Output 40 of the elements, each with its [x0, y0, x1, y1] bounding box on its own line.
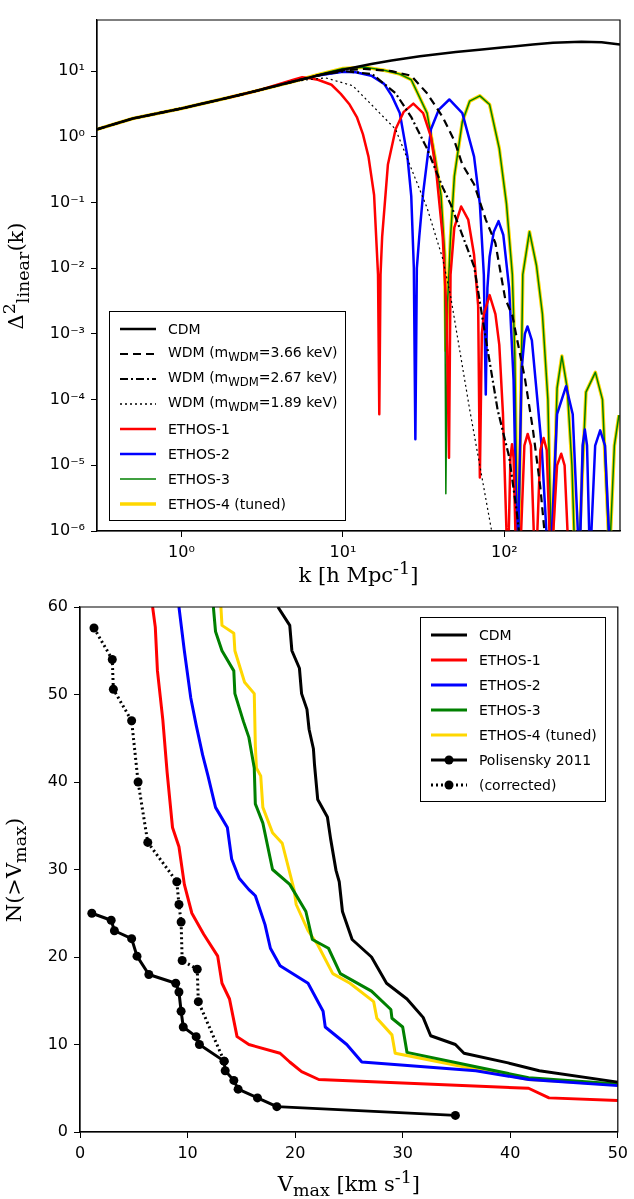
y-tick-label: 50 — [47, 683, 68, 703]
legend-label: CDM — [478, 626, 512, 643]
legend-label: (corrected) — [478, 776, 557, 793]
legend-label: Polisensky 2011 — [478, 751, 592, 768]
y-tick-label: 20 — [47, 946, 68, 966]
y-tick-label: 10 — [47, 1033, 68, 1053]
y-tick-label: 10⁻⁴ — [49, 388, 85, 408]
y-tick-label: 10¹ — [58, 60, 85, 80]
legend-label: WDM (m$_{WDM}$=1.89 keV) — [168, 393, 338, 414]
y-tick-label: 10⁰ — [58, 125, 85, 145]
legend-label: ETHOS-3 — [478, 701, 541, 718]
y-tick-label: 10⁻⁵ — [49, 454, 85, 474]
legend-label: WDM (m$_{WDM}$=3.66 keV) — [168, 343, 338, 364]
y-tick-label: 10⁻³ — [49, 323, 85, 343]
legend-label: ETHOS-3 — [168, 470, 230, 487]
x-tick-label: 50 — [607, 1142, 628, 1162]
x-tick-label: 20 — [284, 1142, 306, 1162]
x-tick-label: 10 — [177, 1142, 198, 1162]
x-tick-label: 10² — [490, 541, 518, 561]
y-tick-label: 0 — [57, 1121, 68, 1141]
x-axis-title: k [h Mpc$^{-1}$] — [298, 558, 419, 587]
legend-label: ETHOS-1 — [478, 651, 541, 668]
x-axis-title: V$_{max}$ [km s$^{-1}$] — [277, 1167, 421, 1199]
x-tick-label: 10⁰ — [168, 541, 195, 561]
legend-label: ETHOS-2 — [168, 445, 230, 462]
legend-label: ETHOS-4 (tuned) — [168, 495, 286, 512]
legend-label: CDM — [168, 320, 201, 337]
y-tick-label: 10⁻² — [49, 257, 85, 277]
y-tick-label: 40 — [47, 771, 68, 791]
x-tick-label: 40 — [500, 1142, 521, 1162]
legend-label: ETHOS-4 (tuned) — [478, 726, 597, 743]
y-tick-label: 60 — [47, 596, 68, 616]
x-tick-label: 10¹ — [329, 541, 357, 561]
legend-label: ETHOS-1 — [168, 420, 230, 437]
legend-label: ETHOS-2 — [478, 676, 541, 693]
y-tick-label: 30 — [47, 858, 68, 878]
x-tick-label: 30 — [392, 1142, 413, 1162]
y-tick-label: 10⁻⁶ — [49, 520, 85, 540]
legend-label: WDM (m$_{WDM}$=2.67 keV) — [168, 368, 338, 389]
y-tick-label: 10⁻¹ — [49, 191, 85, 211]
